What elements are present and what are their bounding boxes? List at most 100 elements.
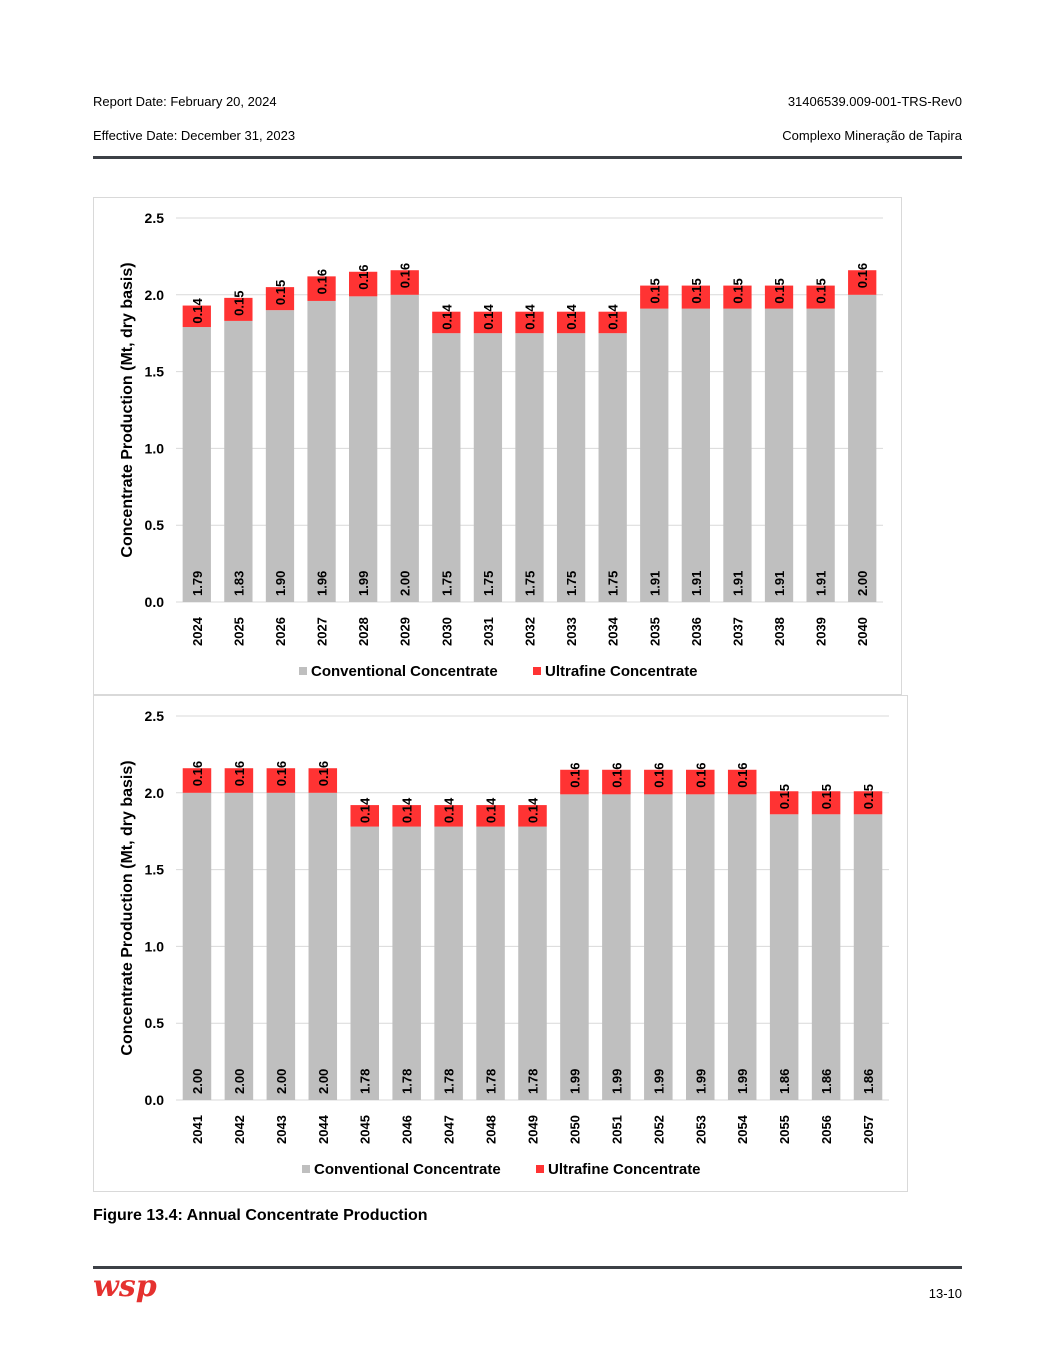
data-label-conventional: 1.78	[358, 1069, 373, 1094]
bar-conventional	[598, 333, 627, 602]
bar-ultrafine	[473, 311, 503, 334]
data-label-conventional: 1.86	[861, 1069, 876, 1094]
x-tick-label: 2028	[356, 617, 371, 646]
data-label-conventional: 1.90	[273, 571, 288, 596]
bar-conventional	[182, 792, 212, 1100]
bar-conventional	[307, 300, 336, 602]
x-tick-label: 2025	[231, 617, 246, 646]
data-label-ultrafine: 0.16	[609, 762, 624, 787]
bar-ultrafine	[644, 769, 673, 795]
data-label-conventional: 1.99	[609, 1069, 624, 1094]
y-tick-label: 2.0	[145, 287, 165, 303]
data-label-ultrafine: 0.15	[231, 291, 246, 316]
data-label-ultrafine: 0.15	[772, 278, 787, 303]
x-tick-label: 2029	[398, 617, 413, 646]
bar-ultrafine	[769, 791, 799, 815]
bar-ultrafine	[308, 768, 338, 793]
data-label-conventional: 1.78	[526, 1069, 541, 1094]
y-tick-label: 2.5	[145, 708, 165, 724]
bar-conventional	[434, 826, 463, 1100]
bar-ultrafine	[723, 285, 752, 309]
bar-ultrafine	[224, 768, 254, 793]
bar-ultrafine	[434, 805, 463, 827]
data-label-ultrafine: 0.14	[564, 304, 579, 330]
data-label-ultrafine: 0.16	[735, 762, 750, 787]
data-label-conventional: 1.75	[564, 571, 579, 596]
data-label-conventional: 1.79	[190, 571, 205, 596]
bar-conventional	[686, 794, 715, 1100]
bar-conventional	[727, 794, 757, 1100]
bar-conventional	[640, 308, 669, 602]
data-label-conventional: 1.75	[439, 571, 454, 596]
x-tick-label: 2048	[484, 1115, 499, 1144]
data-label-conventional: 1.78	[484, 1069, 499, 1094]
x-tick-label: 2050	[567, 1115, 582, 1144]
legend-label-conventional: Conventional Concentrate	[311, 663, 498, 680]
legend-swatch-ultrafine	[536, 1165, 544, 1173]
data-label-ultrafine: 0.16	[356, 264, 371, 289]
chart-1: 0.0 0.5 1.0 1.5 2.0 2.5 Concentrate Production…	[93, 197, 902, 695]
data-label-conventional: 1.99	[356, 571, 371, 596]
x-tick-label: 2046	[400, 1115, 415, 1144]
y-tick-label: 1.5	[145, 862, 165, 878]
x-tick-label: 2049	[526, 1115, 541, 1144]
bar-ultrafine	[681, 285, 710, 309]
data-label-ultrafine: 0.16	[855, 263, 870, 288]
wsp-logo: wsp	[93, 1269, 157, 1313]
x-tick-label: 2043	[274, 1115, 289, 1144]
bar-conventional	[681, 308, 710, 602]
bar-ultrafine	[602, 769, 631, 795]
x-tick-label: 2031	[481, 617, 496, 646]
data-label-conventional: 1.83	[231, 571, 246, 596]
data-label-ultrafine: 0.16	[190, 761, 205, 786]
bar-conventional	[560, 794, 589, 1100]
bar-conventional	[224, 792, 254, 1100]
y-tick-label: 1.0	[145, 440, 165, 456]
x-tick-label: 2036	[689, 617, 704, 646]
bar-conventional	[265, 310, 295, 602]
bar-conventional	[182, 327, 211, 602]
data-label-ultrafine: 0.14	[526, 797, 541, 823]
data-label-conventional: 1.91	[689, 571, 704, 596]
x-tick-label: 2054	[735, 1114, 750, 1144]
data-label-ultrafine: 0.15	[689, 278, 704, 303]
data-label-ultrafine: 0.16	[693, 762, 708, 787]
bar-ultrafine	[764, 285, 794, 309]
bar-conventional	[556, 333, 586, 602]
bar-ultrafine	[518, 805, 547, 827]
project-name: Complexo Mineração de Tapira	[782, 128, 962, 143]
legend-swatch-conventional	[299, 667, 307, 675]
data-label-conventional: 1.99	[693, 1069, 708, 1094]
bar-ultrafine	[392, 805, 421, 827]
bar-conventional	[224, 320, 253, 602]
data-label-ultrafine: 0.14	[606, 304, 621, 330]
bar-conventional	[764, 308, 794, 602]
y-tick-label: 0.0	[145, 594, 165, 610]
bar-conventional	[811, 814, 841, 1100]
data-label-ultrafine: 0.16	[398, 263, 413, 288]
x-tick-label: 2024	[190, 616, 205, 646]
x-tick-label: 2051	[609, 1115, 624, 1144]
y-axis-label: Concentrate Production (Mt, dry basis)	[119, 262, 136, 557]
page-number: 13-10	[928, 1286, 962, 1301]
data-label-ultrafine: 0.16	[232, 761, 247, 786]
x-tick-label: 2056	[819, 1115, 834, 1144]
bar-conventional	[350, 826, 379, 1100]
bar-ultrafine	[182, 305, 211, 328]
header-rule	[93, 156, 962, 159]
x-tick-label: 2055	[777, 1115, 792, 1144]
x-tick-label: 2057	[861, 1115, 876, 1144]
y-tick-label: 0.0	[145, 1092, 165, 1108]
bar-conventional	[392, 826, 421, 1100]
data-label-ultrafine: 0.15	[273, 280, 288, 305]
effective-date: Effective Date: December 31, 2023	[93, 128, 296, 143]
logo-text: wsp	[93, 1272, 157, 1304]
x-tick-label: 2027	[315, 617, 330, 646]
data-label-ultrafine: 0.15	[777, 784, 792, 809]
data-label-conventional: 1.96	[315, 571, 330, 596]
bar-ultrafine	[848, 270, 877, 295]
footer-rule	[93, 1266, 962, 1269]
wsp-logo-icon: wsp	[93, 1269, 157, 1304]
data-label-ultrafine: 0.15	[814, 278, 829, 303]
legend-label-ultrafine: Ultrafine Concentrate	[548, 1161, 701, 1178]
